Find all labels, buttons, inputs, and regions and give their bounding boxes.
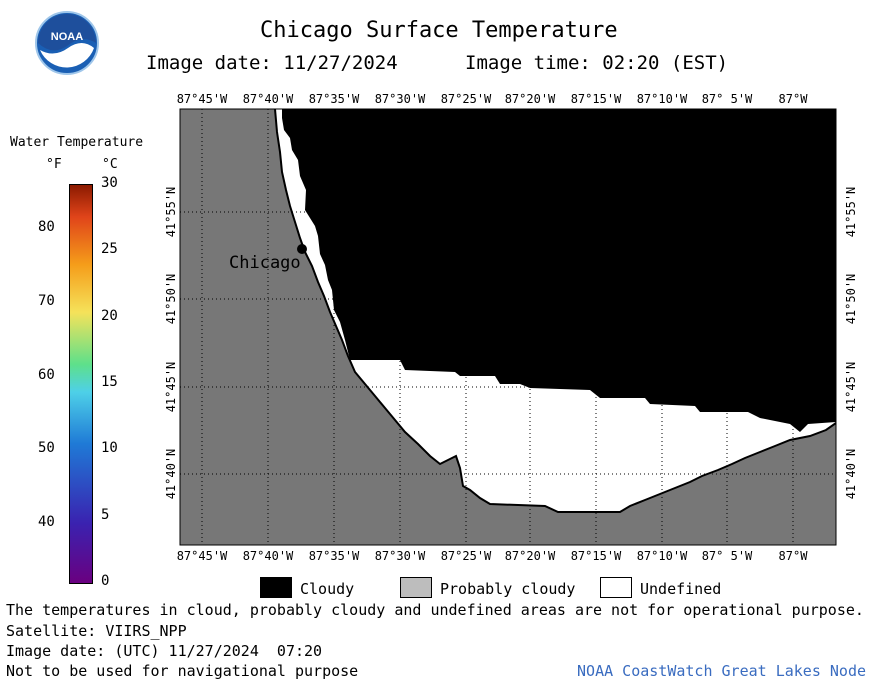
page-title: Chicago Surface Temperature xyxy=(260,18,618,43)
longitude-label: 87°10'W xyxy=(636,549,688,563)
longitude-label: 87°15'W xyxy=(570,92,622,106)
longitude-label: 87°35'W xyxy=(308,92,360,106)
disclaimer-note: The temperatures in cloud, probably clou… xyxy=(6,601,864,619)
legend-undefined: Undefined xyxy=(640,580,722,598)
celsius-tick: 25 xyxy=(101,241,118,258)
utc-date: Image date: (UTC) 11/27/2024 07:20 xyxy=(6,642,323,660)
legend-probably-cloudy: Probably cloudy xyxy=(440,580,576,598)
satellite-info: Satellite: VIIRS_NPP xyxy=(6,622,187,640)
credit: NOAA CoastWatch Great Lakes Node xyxy=(577,662,866,680)
longitude-label: 87°25'W xyxy=(440,549,492,563)
latitude-label: 41°55'N xyxy=(844,186,858,238)
longitude-label: 87°45'W xyxy=(176,549,228,563)
chicago-marker xyxy=(297,244,307,254)
longitude-label: 87°10'W xyxy=(636,92,688,106)
noaa-logo: NOAA xyxy=(35,11,99,75)
latitude-label: 41°50'N xyxy=(844,273,858,325)
undefined-swatch xyxy=(600,577,632,598)
celsius-tick: 30 xyxy=(101,175,118,191)
map-frame xyxy=(179,108,837,546)
image-time: Image time: 02:20 (EST) xyxy=(465,52,729,74)
longitude-label: 87°40'W xyxy=(242,549,294,563)
map xyxy=(179,108,837,546)
latitude-label: 41°45'N xyxy=(844,361,858,413)
probably-cloudy-swatch xyxy=(400,577,432,598)
longitude-label: 87°20'W xyxy=(504,92,556,106)
fahrenheit-tick: 80 xyxy=(38,219,55,236)
latitude-label: 41°45'N xyxy=(164,361,178,413)
image-date: Image date: 11/27/2024 xyxy=(146,52,398,74)
colorbar xyxy=(69,184,93,584)
legend-cloudy: Cloudy xyxy=(300,580,355,598)
longitude-label: 87° 5'W xyxy=(701,92,753,106)
longitude-label: 87°30'W xyxy=(374,92,426,106)
celsius-tick: 10 xyxy=(101,440,118,457)
longitude-label: 87°15'W xyxy=(570,549,622,563)
fahrenheit-tick: 50 xyxy=(38,440,55,457)
celsius-tick: 0 xyxy=(101,573,110,589)
longitude-label: 87°45'W xyxy=(176,92,228,106)
unit-fahrenheit: °F xyxy=(46,157,62,172)
cloudy-swatch xyxy=(260,577,292,598)
celsius-tick: 15 xyxy=(101,374,118,390)
latitude-label: 41°40'N xyxy=(164,448,178,500)
grid-lines xyxy=(180,109,836,545)
fahrenheit-tick: 40 xyxy=(38,514,55,531)
logo-text: NOAA xyxy=(51,31,83,43)
longitude-label: 87°30'W xyxy=(374,549,426,563)
longitude-label: 87°40'W xyxy=(242,92,294,106)
latitude-label: 41°40'N xyxy=(844,448,858,500)
navigation-warning: Not to be used for navigational purpose xyxy=(6,662,359,680)
cloudy-area xyxy=(282,109,836,432)
celsius-tick: 5 xyxy=(101,506,110,523)
fahrenheit-tick: 60 xyxy=(38,366,55,383)
city-label: Chicago xyxy=(229,253,301,273)
longitude-label: 87°25'W xyxy=(440,92,492,106)
latitude-label: 41°55'N xyxy=(164,186,178,238)
longitude-label: 87°W xyxy=(778,92,808,106)
longitude-label: 87°20'W xyxy=(504,549,556,563)
fahrenheit-tick: 70 xyxy=(38,292,55,309)
longitude-label: 87°35'W xyxy=(308,549,360,563)
celsius-tick: 20 xyxy=(101,307,118,324)
longitude-label: 87° 5'W xyxy=(701,549,753,563)
unit-celsius: °C xyxy=(102,157,118,172)
latitude-label: 41°50'N xyxy=(164,273,178,325)
longitude-label: 87°W xyxy=(778,549,808,563)
colorbar-title: Water Temperature xyxy=(10,135,144,150)
